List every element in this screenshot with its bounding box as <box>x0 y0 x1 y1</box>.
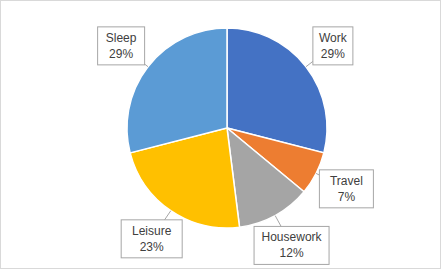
svg-text:29%: 29% <box>109 47 133 61</box>
svg-text:Travel: Travel <box>330 174 363 188</box>
svg-text:Leisure: Leisure <box>132 224 172 238</box>
svg-text:Work: Work <box>319 31 348 45</box>
svg-text:7%: 7% <box>338 190 356 204</box>
svg-text:12%: 12% <box>280 246 304 260</box>
svg-text:Sleep: Sleep <box>106 31 137 45</box>
svg-text:23%: 23% <box>140 240 164 254</box>
svg-text:Housework: Housework <box>262 230 323 244</box>
svg-text:29%: 29% <box>321 47 345 61</box>
